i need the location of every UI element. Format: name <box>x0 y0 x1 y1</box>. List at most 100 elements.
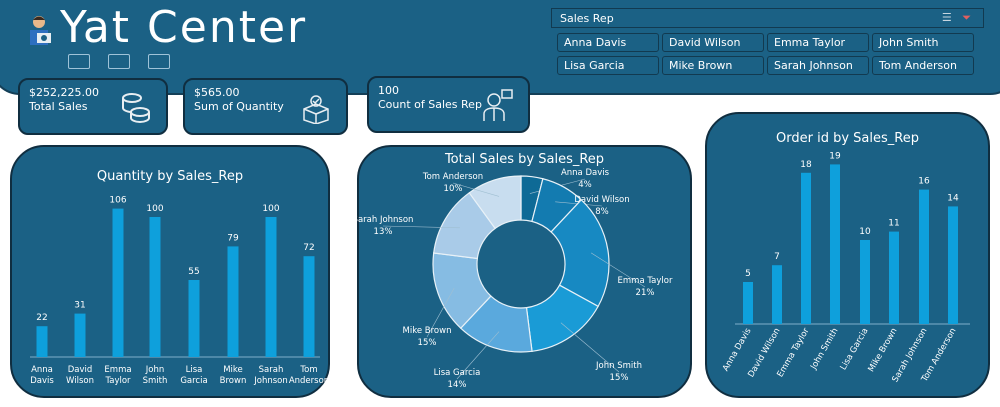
slicer-item[interactable]: John Smith <box>872 33 974 52</box>
slice-percent: 21% <box>636 288 655 298</box>
tick-label: Mike Brown <box>866 327 899 374</box>
data-label: 72 <box>303 243 314 253</box>
bar <box>801 172 811 324</box>
box-check-icon <box>303 95 329 124</box>
slice-percent: 10% <box>444 184 463 194</box>
chart-title: Total Sales by Sales_Rep <box>444 152 605 167</box>
tick-label: Johnson <box>253 376 288 386</box>
slice-name: John Smith <box>595 361 642 371</box>
data-label: 7 <box>774 252 780 262</box>
bar <box>772 265 782 324</box>
slice-name: Anna Davis <box>561 168 610 178</box>
sales-rep-icon <box>483 89 513 121</box>
sales-donut-panel: Total Sales by Sales_Rep Anna Davis 4% Dav… <box>357 145 692 398</box>
leader-line <box>590 252 646 288</box>
data-label: 11 <box>888 219 899 229</box>
tick-label: Emma <box>104 365 131 375</box>
data-label: 5 <box>745 269 751 279</box>
tick-label: John <box>145 365 164 375</box>
slicer-item[interactable]: Lisa Garcia <box>557 56 659 75</box>
slice-name: Sarah Johnson <box>357 215 413 225</box>
kpi-label: Sum of Quantity <box>194 100 284 113</box>
kpi-total-sales: $252,225.00 Total Sales <box>18 78 168 135</box>
tick-label: Brown <box>220 376 247 386</box>
bar <box>36 326 48 357</box>
data-label: 31 <box>74 301 85 311</box>
donut-slice <box>468 175 522 230</box>
kpi-sum-quantity: $565.00 Sum of Quantity <box>183 78 348 135</box>
tick-label: Lisa <box>186 365 203 375</box>
tick-label: Anderson <box>289 376 329 386</box>
multi-select-icon[interactable]: ☰ <box>941 11 952 24</box>
kpi-label: Count of Sales Rep <box>378 98 482 111</box>
slicer-item[interactable]: Anna Davis <box>557 33 659 52</box>
bar <box>948 206 958 324</box>
chart-title: Quantity by Sales_Rep <box>96 169 244 184</box>
slice-name: Emma Taylor <box>618 276 673 286</box>
bar <box>74 313 86 357</box>
tick-label: Mike <box>223 365 243 375</box>
app-title: Yat Center <box>60 2 308 53</box>
leader-line <box>560 322 620 373</box>
slice-name: Lisa Garcia <box>434 368 481 378</box>
tick-label: Anna Davis <box>721 326 754 373</box>
slicer-item[interactable]: Emma Taylor <box>767 33 869 52</box>
slicer-title: Sales Rep <box>560 12 614 25</box>
home-icon[interactable] <box>68 54 90 69</box>
data-label: 100 <box>146 204 163 214</box>
bar <box>919 189 929 324</box>
quantity-chart-panel: Quantity by Sales_Rep 22 Anna Davis 31 David… <box>10 145 330 398</box>
leader-line <box>426 287 455 338</box>
slice-percent: 4% <box>578 180 592 190</box>
slice-name: Mike Brown <box>403 326 452 336</box>
kpi-value: 100 <box>378 84 399 97</box>
kpi-value: $252,225.00 <box>29 86 99 99</box>
tick-label: Davis <box>30 376 54 386</box>
slice-percent: 13% <box>374 227 393 237</box>
bar <box>830 164 840 324</box>
box-icon[interactable] <box>108 54 130 69</box>
tick-label: Wilson <box>66 376 94 386</box>
slice-name: David Wilson <box>574 195 629 205</box>
bar <box>743 282 753 324</box>
slice-name: Tom Anderson <box>422 172 483 182</box>
leader-line <box>456 331 500 380</box>
chart-title: Order id by Sales_Rep <box>776 131 919 146</box>
slice-percent: 15% <box>418 338 437 348</box>
tick-label: Smith <box>143 376 168 386</box>
data-label: 14 <box>947 193 959 203</box>
coins-icon <box>122 93 150 124</box>
slice-percent: 14% <box>448 380 467 390</box>
bar <box>265 217 277 357</box>
tick-label: David <box>68 365 93 375</box>
map-icon[interactable] <box>148 54 170 69</box>
data-label: 19 <box>829 151 841 161</box>
kpi-count-sales-rep: 100 Count of Sales Rep <box>367 76 530 133</box>
bar <box>149 217 161 357</box>
data-label: 16 <box>918 177 930 187</box>
slicer-item[interactable]: Tom Anderson <box>872 56 974 75</box>
bar <box>227 246 239 357</box>
bar <box>860 240 870 324</box>
leader-line <box>452 182 500 197</box>
bar <box>889 231 899 324</box>
bar <box>188 280 200 357</box>
kpi-label: Total Sales <box>29 100 88 113</box>
orders-chart-panel: Order id by Sales_Rep 5 Anna Davis 7 David … <box>705 112 990 398</box>
sales-rep-slicer: Sales Rep ☰ ⏷ <box>551 8 984 28</box>
tick-label: Tom <box>299 365 317 375</box>
leader-line <box>382 225 460 229</box>
slice-percent: 15% <box>610 373 629 383</box>
slicer-item[interactable]: David Wilson <box>662 33 764 52</box>
tick-label: Taylor <box>104 376 131 386</box>
data-label: 18 <box>800 160 812 170</box>
slicer-item[interactable]: Mike Brown <box>662 56 764 75</box>
data-label: 10 <box>859 227 871 237</box>
avatar-icon <box>30 16 51 45</box>
data-label: 79 <box>227 233 239 243</box>
tick-label: Garcia <box>180 376 207 386</box>
clear-filter-icon[interactable]: ⏷ <box>962 11 971 24</box>
slicer-item[interactable]: Sarah Johnson <box>767 56 869 75</box>
